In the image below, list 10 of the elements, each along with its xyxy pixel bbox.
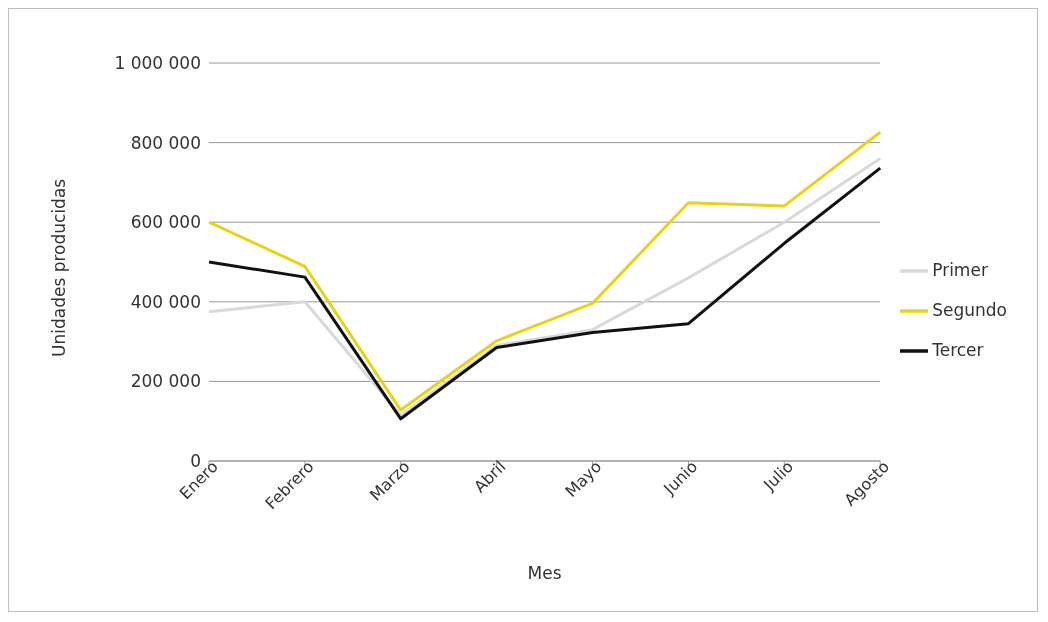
y-tick-label: 400 000 bbox=[130, 291, 201, 312]
y-tick-label: 200 000 bbox=[130, 371, 201, 392]
x-axis-title: Mes bbox=[527, 563, 562, 583]
legend-label: Segundo bbox=[932, 300, 1007, 320]
y-tick-label: 800 000 bbox=[130, 132, 201, 153]
y-tick-label: 1 000 000 bbox=[114, 53, 201, 74]
y-axis-title: Unidades producidas bbox=[49, 178, 70, 357]
legend-label: Primer bbox=[932, 260, 988, 280]
y-tick-label: 600 000 bbox=[130, 212, 201, 233]
legend-label: Tercer bbox=[932, 340, 984, 360]
